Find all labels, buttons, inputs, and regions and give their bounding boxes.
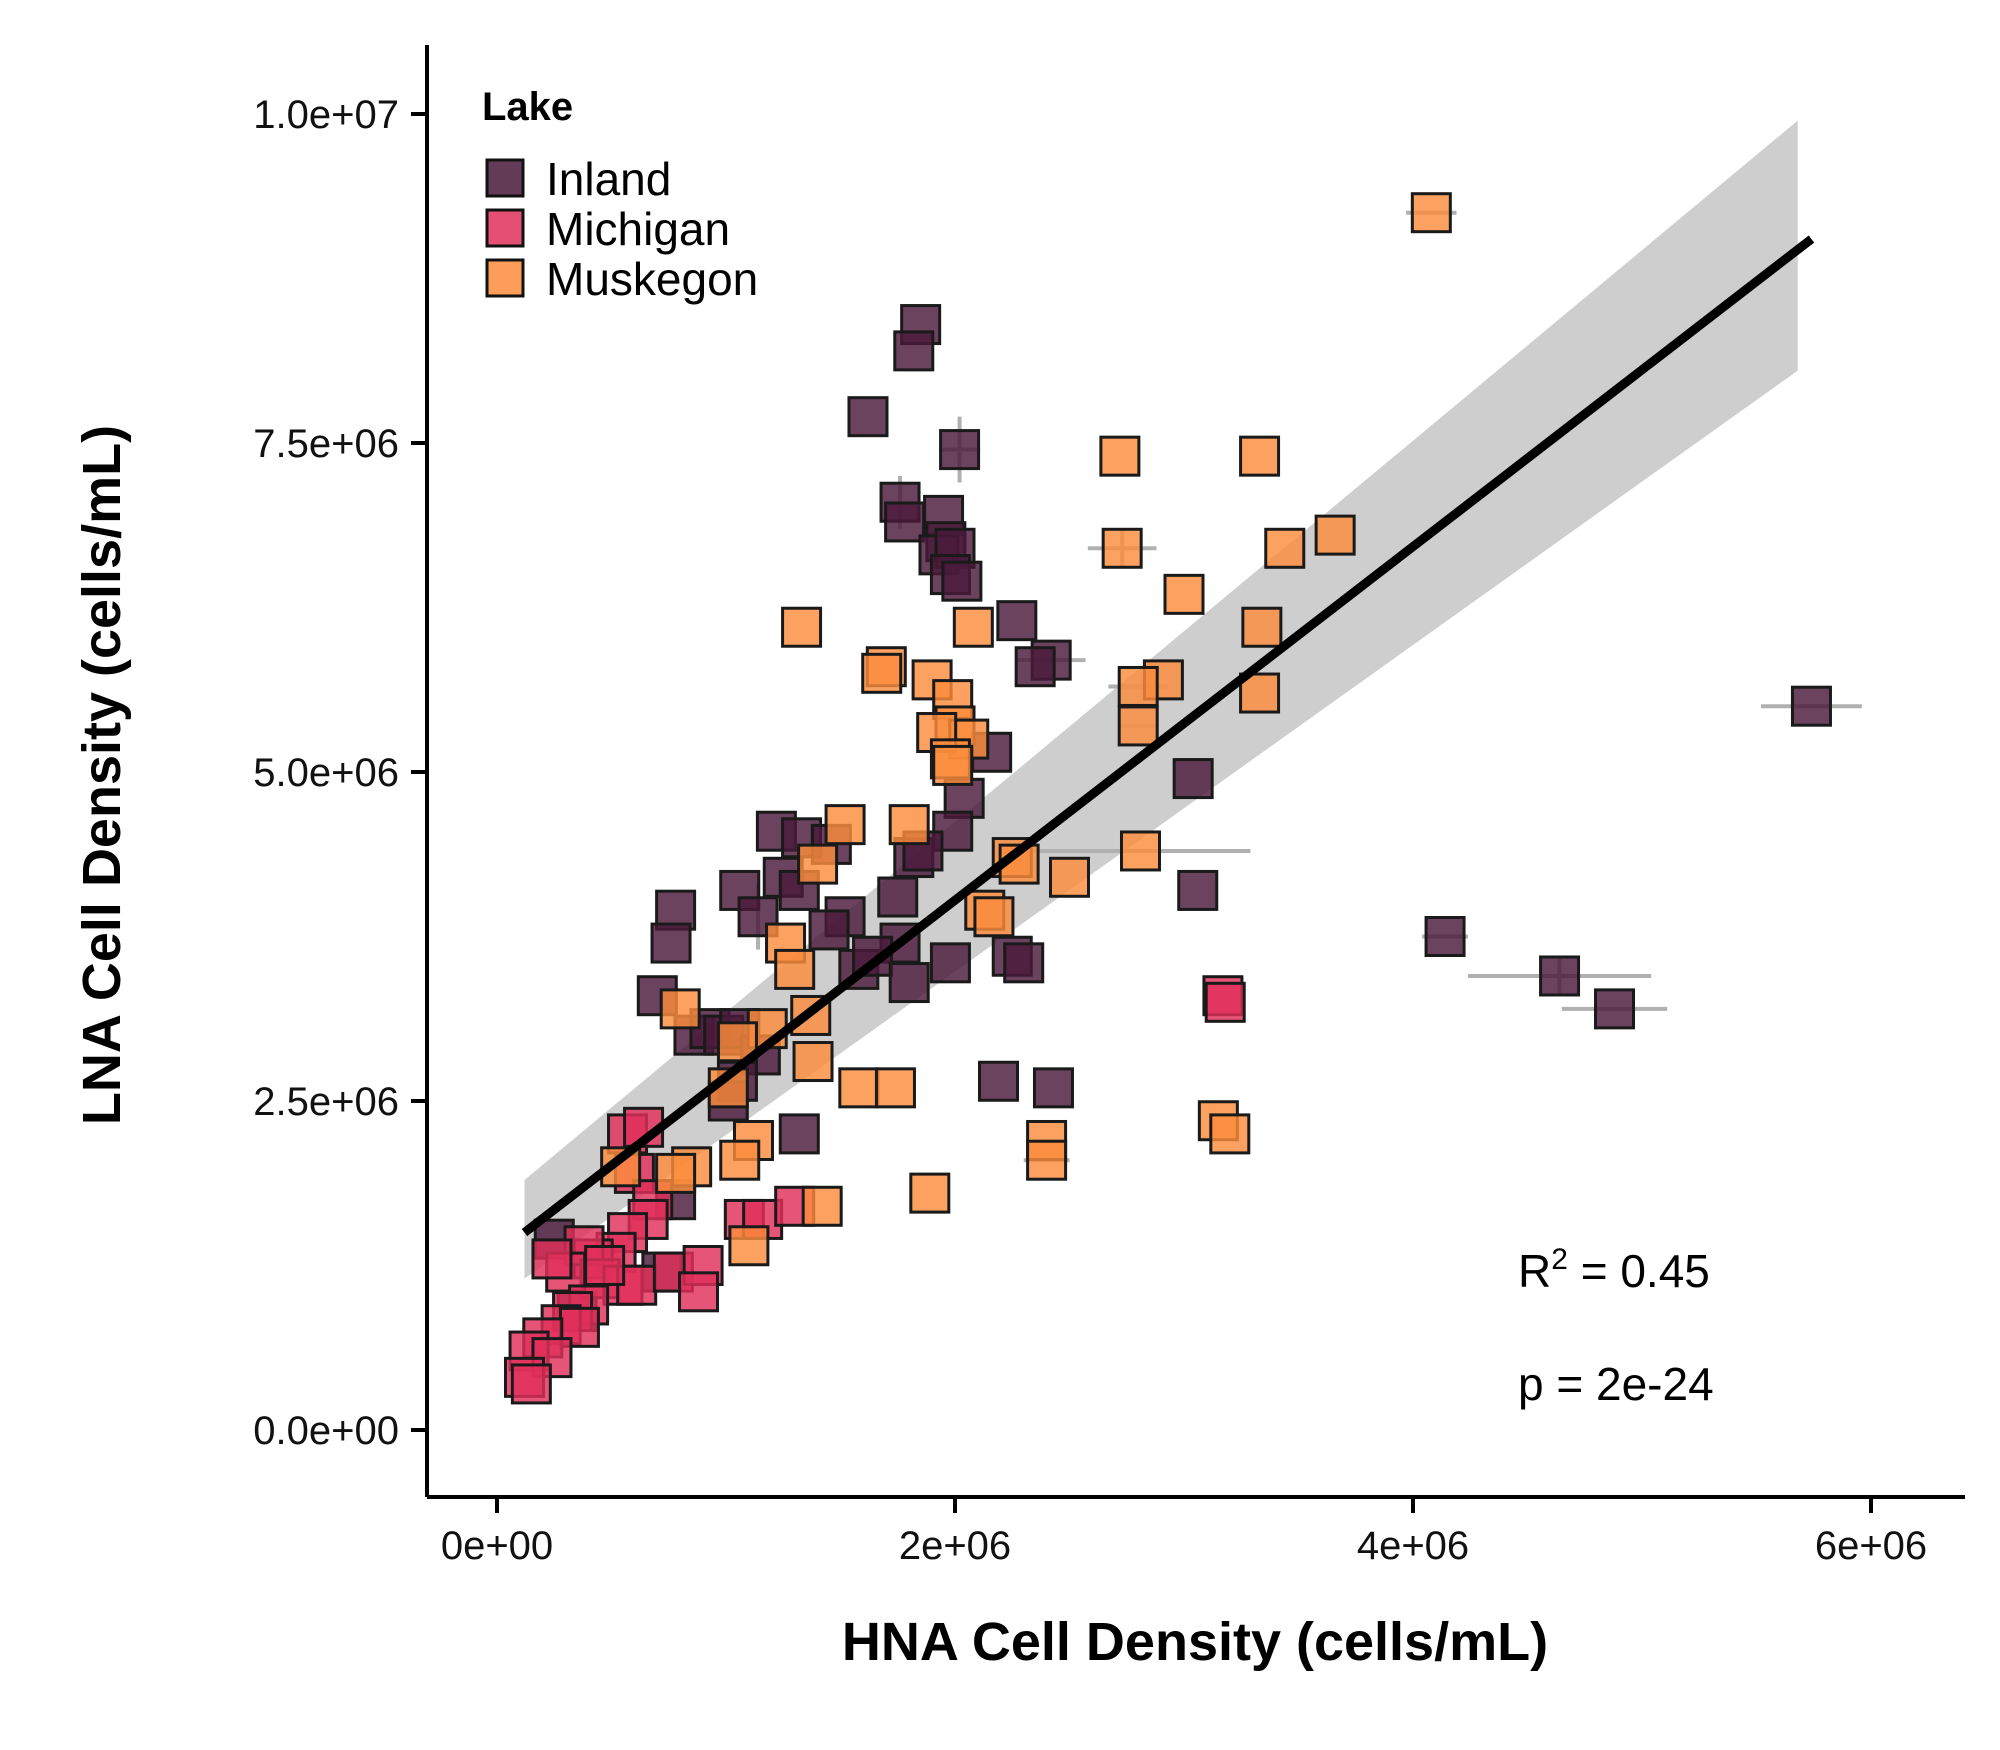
data-point-inland-35 bbox=[1003, 942, 1045, 984]
legend-label-inland: Inland bbox=[546, 153, 671, 205]
r-squared-exponent: 2 bbox=[1551, 1243, 1568, 1276]
p-value-annotation: p = 2e-24 bbox=[1518, 1358, 1714, 1410]
data-point-inland-53 bbox=[1539, 955, 1581, 997]
data-point-inland-30 bbox=[650, 922, 692, 964]
data-point-muskegon-22 bbox=[1117, 705, 1159, 747]
data-point-muskegon-7 bbox=[1241, 606, 1283, 648]
data-point-michigan-30 bbox=[510, 1363, 552, 1405]
data-point-inland-51 bbox=[1032, 1067, 1074, 1109]
regression-line bbox=[521, 235, 1815, 1237]
data-point-muskegon-46 bbox=[801, 1185, 843, 1227]
data-point-muskegon-1 bbox=[1099, 435, 1141, 477]
data-point-muskegon-31 bbox=[973, 896, 1015, 938]
data-point-inland-2 bbox=[847, 396, 889, 438]
data-point-muskegon-36 bbox=[659, 988, 701, 1030]
data-point-inland-3 bbox=[939, 429, 981, 471]
data-point-muskegon-23 bbox=[824, 804, 866, 846]
legend-title: Lake bbox=[482, 85, 573, 129]
data-point-muskegon-0 bbox=[1410, 192, 1452, 234]
data-point-muskegon-51 bbox=[1026, 1139, 1068, 1181]
data-point-muskegon-40 bbox=[874, 1067, 916, 1109]
x-tick-label-1: 2e+06 bbox=[899, 1524, 1011, 1568]
y-tick-label-3: 7.5e+06 bbox=[253, 422, 399, 466]
data-point-inland-49 bbox=[778, 1113, 820, 1155]
data-point-muskegon-42 bbox=[719, 1139, 761, 1181]
x-tick-label-0: 0e+00 bbox=[441, 1524, 553, 1568]
legend-label-muskegon: Muskegon bbox=[546, 253, 758, 305]
y-axis-title: LNA Cell Density (cells/mL) bbox=[72, 425, 132, 1125]
data-point-muskegon-39 bbox=[838, 1067, 880, 1109]
data-point-inland-54 bbox=[1594, 988, 1636, 1030]
axes-layer: 0e+00 2e+06 4e+06 6e+06 0.0e+00 2.5e+06 5.0e+0… bbox=[253, 45, 1965, 1568]
y-tick-label-1: 2.5e+06 bbox=[253, 1080, 399, 1124]
data-point-muskegon-25 bbox=[888, 804, 930, 846]
y-tick-label-4: 1.0e+07 bbox=[253, 93, 399, 137]
data-point-inland-55 bbox=[1790, 685, 1832, 727]
data-point-inland-32 bbox=[808, 909, 850, 951]
r-squared-symbol: R bbox=[1518, 1245, 1551, 1297]
data-point-inland-40 bbox=[929, 942, 971, 984]
data-point-layer bbox=[503, 192, 1832, 1405]
data-point-muskegon-8 bbox=[781, 606, 823, 648]
data-point-muskegon-29 bbox=[1119, 830, 1161, 872]
legend: Lake Inland Michigan Muskegon bbox=[482, 85, 758, 305]
data-point-muskegon-11 bbox=[861, 652, 903, 694]
data-point-inland-33 bbox=[877, 876, 919, 918]
legend-key-inland bbox=[485, 158, 525, 198]
data-point-muskegon-24 bbox=[797, 843, 839, 885]
data-point-inland-1 bbox=[893, 330, 935, 372]
data-point-muskegon-6 bbox=[1163, 573, 1205, 615]
r-squared-annotation: R2 = 0.45 bbox=[1518, 1243, 1710, 1297]
x-tick-label-2: 4e+06 bbox=[1357, 1524, 1469, 1568]
data-point-muskegon-47 bbox=[728, 1225, 770, 1267]
data-point-muskegon-33 bbox=[774, 948, 816, 990]
data-point-muskegon-5 bbox=[1314, 514, 1356, 556]
data-point-inland-52 bbox=[1424, 916, 1466, 957]
regression-line-layer bbox=[521, 235, 1815, 1237]
data-point-inland-14 bbox=[1014, 646, 1056, 688]
data-point-muskegon-3 bbox=[1101, 527, 1143, 569]
x-axis-title: HNA Cell Density (cells/mL) bbox=[842, 1612, 1548, 1672]
legend-key-michigan bbox=[485, 208, 525, 248]
data-point-inland-11 bbox=[941, 560, 983, 602]
data-point-michigan-18 bbox=[678, 1271, 720, 1313]
data-point-inland-21 bbox=[1177, 869, 1219, 911]
legend-label-michigan: Michigan bbox=[546, 203, 730, 255]
data-point-inland-50 bbox=[978, 1060, 1020, 1102]
data-point-inland-15 bbox=[1172, 758, 1214, 800]
data-point-muskegon-49 bbox=[1209, 1113, 1251, 1155]
data-point-muskegon-44 bbox=[655, 1152, 697, 1194]
legend-key-muskegon bbox=[485, 258, 525, 298]
y-tick-label-2: 5.0e+06 bbox=[253, 751, 399, 795]
data-point-muskegon-4 bbox=[1264, 527, 1306, 569]
data-point-inland-12 bbox=[996, 600, 1038, 642]
data-point-muskegon-9 bbox=[952, 606, 994, 648]
data-point-michigan-13 bbox=[531, 1238, 573, 1280]
data-point-inland-5 bbox=[884, 501, 926, 543]
data-point-muskegon-38 bbox=[792, 1041, 834, 1083]
data-point-muskegon-28 bbox=[1049, 856, 1090, 898]
data-point-muskegon-21 bbox=[932, 744, 974, 786]
r-squared-value: = 0.45 bbox=[1568, 1245, 1710, 1297]
data-point-muskegon-37 bbox=[716, 1021, 758, 1063]
data-point-inland-39 bbox=[888, 962, 930, 1004]
data-point-muskegon-14 bbox=[1117, 665, 1159, 707]
data-point-michigan-1 bbox=[1204, 981, 1246, 1023]
data-point-michigan-31 bbox=[584, 1245, 626, 1286]
data-point-muskegon-2 bbox=[1239, 435, 1281, 477]
y-tick-label-0: 0.0e+00 bbox=[253, 1409, 399, 1453]
x-tick-label-3: 6e+06 bbox=[1815, 1524, 1927, 1568]
data-point-muskegon-45 bbox=[909, 1172, 951, 1214]
